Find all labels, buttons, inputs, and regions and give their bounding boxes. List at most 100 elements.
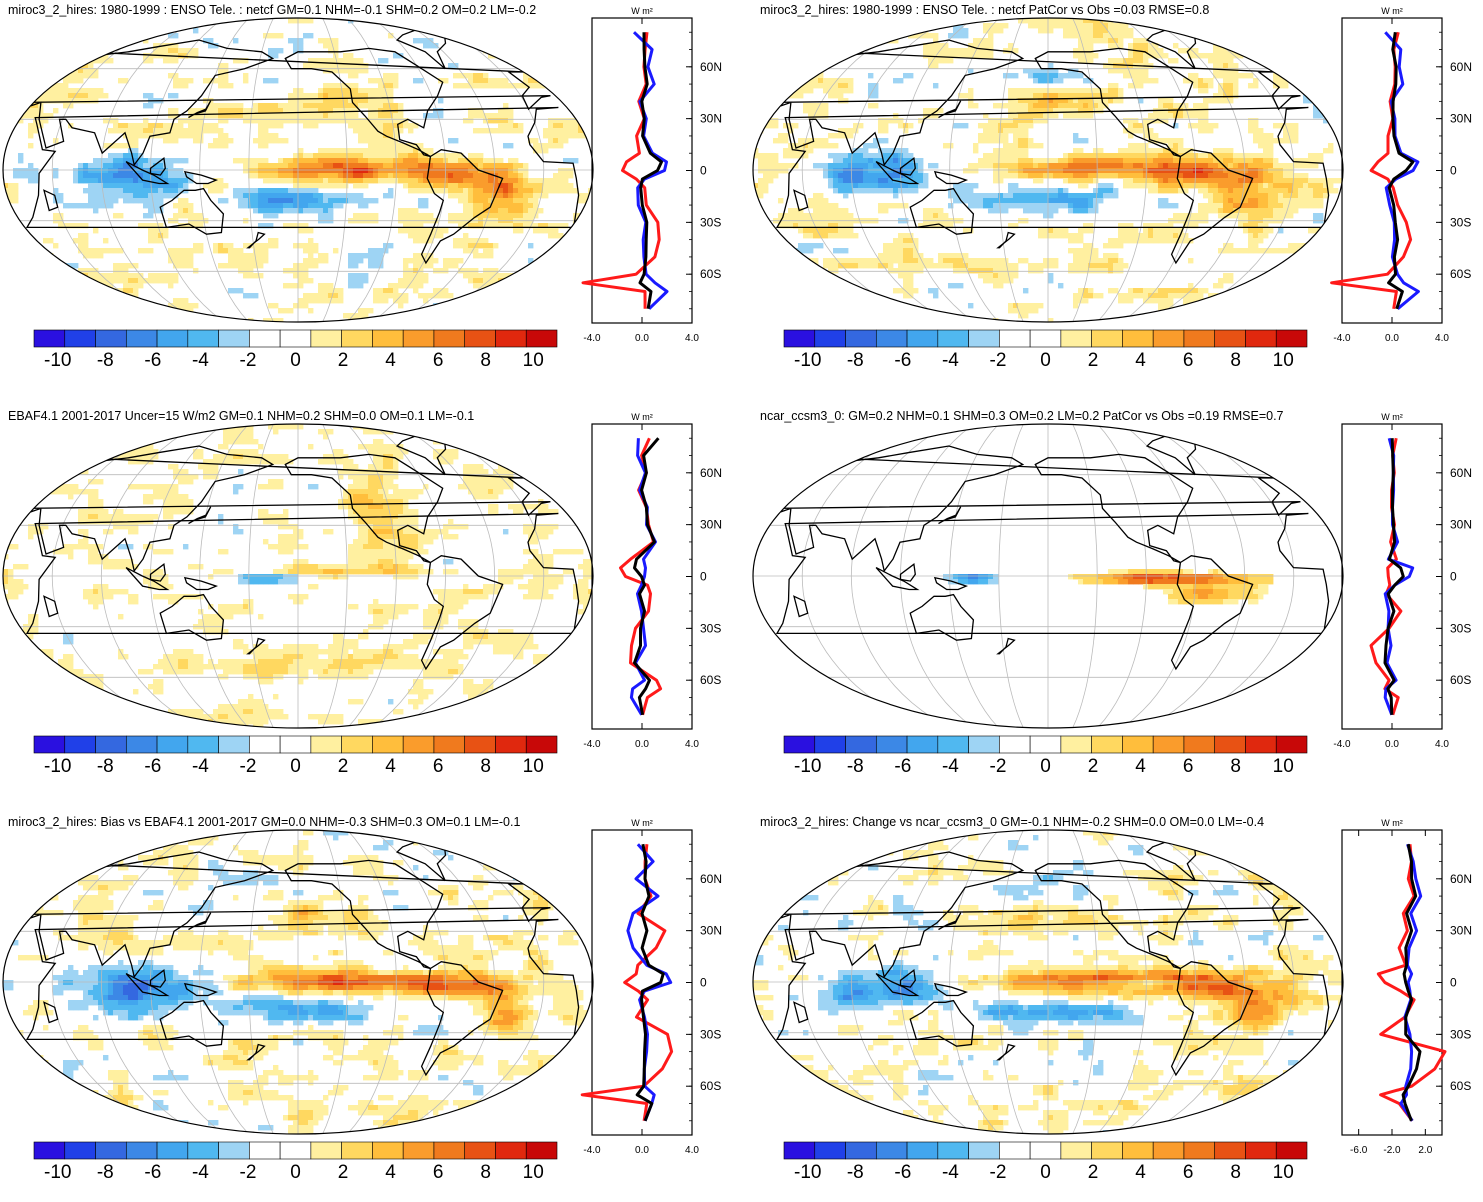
profile-lat-label: 60S: [700, 673, 721, 687]
colorbar-label: -2: [990, 350, 1007, 371]
colorbar-box: [1061, 330, 1092, 347]
map-field: [750, 406, 1350, 736]
colorbar-label: 0: [1040, 350, 1051, 371]
profile-lat-label: 0: [700, 976, 707, 990]
colorbar-label: 8: [480, 756, 491, 777]
colorbar-box: [342, 1142, 373, 1159]
colorbar-box: [907, 1142, 938, 1159]
colorbar-box: [96, 736, 127, 753]
colorbar-label: 0: [290, 350, 301, 371]
colorbar-label: -8: [847, 756, 864, 777]
profile-units: W m²: [631, 6, 653, 16]
colorbar-label: 6: [1183, 350, 1194, 371]
profile-xtick: -6.0: [1350, 1145, 1368, 1156]
panel-3: EBAF4.1 2001-2017 Uncer=15 W/m2 GM=0.1 N…: [0, 406, 733, 796]
colorbar-box: [65, 330, 96, 347]
colorbar-box: [846, 736, 877, 753]
colorbar-label: 10: [1273, 756, 1294, 777]
profile-lat-label: 60S: [700, 267, 721, 281]
colorbar-box: [1153, 1142, 1184, 1159]
panel-6: miroc3_2_hires: Change vs ncar_ccsm3_0 G…: [750, 812, 1483, 1202]
colorbar-label: 4: [385, 1162, 396, 1183]
profile-red-line: [1371, 438, 1401, 715]
profile-xtick: 2.0: [1418, 1145, 1432, 1156]
colorbar-box: [784, 330, 815, 347]
colorbar-label: -8: [97, 1162, 114, 1183]
map-field: [0, 406, 600, 736]
colorbar-label: 0: [1040, 1162, 1051, 1183]
colorbar-box: [372, 330, 403, 347]
colorbar-box: [1153, 736, 1184, 753]
profile-units: W m²: [1381, 818, 1403, 828]
panel-4: ncar_ccsm3_0: GM=0.2 NHM=0.1 SHM=0.3 OM=…: [750, 406, 1483, 796]
profile-lat-label: 30N: [700, 112, 722, 126]
profile-lat-label: 0: [1450, 164, 1457, 178]
profile-xtick: 4.0: [1435, 333, 1449, 344]
colorbar-label: -6: [894, 756, 911, 777]
profile-lat-label: 30S: [1450, 1027, 1471, 1041]
profile-lat-label: 0: [1450, 976, 1457, 990]
colorbar-box: [1122, 1142, 1153, 1159]
colorbar-box: [969, 1142, 1000, 1159]
profile-lat-label: 60N: [700, 872, 722, 886]
colorbar-label: 2: [338, 1162, 349, 1183]
profile-xtick: 4.0: [685, 1145, 699, 1156]
colorbar-label: -10: [44, 756, 71, 777]
colorbar-label: 0: [290, 756, 301, 777]
profile-lat-label: 60N: [700, 60, 722, 74]
colorbar-box: [1092, 1142, 1123, 1159]
colorbar-box: [1092, 330, 1123, 347]
colorbar-label: -2: [240, 350, 257, 371]
colorbar-box: [1215, 736, 1246, 753]
colorbar-box: [434, 330, 465, 347]
colorbar-label: 4: [1135, 1162, 1146, 1183]
profile-xtick: 0.0: [635, 1145, 649, 1156]
profile-lat-label: 0: [700, 570, 707, 584]
profile-xtick: -4.0: [583, 739, 601, 750]
colorbar-label: 2: [1088, 350, 1099, 371]
colorbar-box: [1245, 736, 1276, 753]
profile-xtick: 0.0: [1385, 333, 1399, 344]
colorbar-label: -2: [240, 756, 257, 777]
colorbar-box: [280, 736, 311, 753]
profile-xtick: -4.0: [1333, 739, 1351, 750]
colorbar-label: 0: [290, 1162, 301, 1183]
colorbar-box: [938, 1142, 969, 1159]
colorbar-label: 6: [433, 1162, 444, 1183]
colorbar-label: 8: [1230, 1162, 1241, 1183]
profile-xtick: 4.0: [685, 333, 699, 344]
profile-lat-label: 30S: [1450, 215, 1471, 229]
colorbar-box: [907, 736, 938, 753]
colorbar-box: [815, 736, 846, 753]
colorbar-box: [126, 1142, 157, 1159]
colorbar-box: [96, 330, 127, 347]
colorbar-label: -4: [192, 1162, 209, 1183]
colorbar-box: [219, 1142, 250, 1159]
colorbar-box: [219, 736, 250, 753]
profile-lat-label: 30N: [1450, 112, 1472, 126]
colorbar-box: [999, 330, 1030, 347]
colorbar-box: [311, 1142, 342, 1159]
colorbar-box: [846, 330, 877, 347]
colorbar-box: [938, 736, 969, 753]
profile-xtick: 0.0: [635, 739, 649, 750]
colorbar-box: [815, 330, 846, 347]
colorbar-label: 10: [1273, 350, 1294, 371]
colorbar-box: [157, 330, 188, 347]
colorbar-box: [526, 330, 557, 347]
colorbar-label: -8: [847, 350, 864, 371]
colorbar-label: 6: [1183, 1162, 1194, 1183]
colorbar-box: [188, 330, 219, 347]
colorbar-box: [96, 1142, 127, 1159]
colorbar-box: [784, 1142, 815, 1159]
profile-lat-label: 60N: [1450, 872, 1472, 886]
colorbar-box: [157, 1142, 188, 1159]
colorbar-box: [1215, 330, 1246, 347]
colorbar-label: -2: [990, 756, 1007, 777]
colorbar-label: -6: [894, 1162, 911, 1183]
